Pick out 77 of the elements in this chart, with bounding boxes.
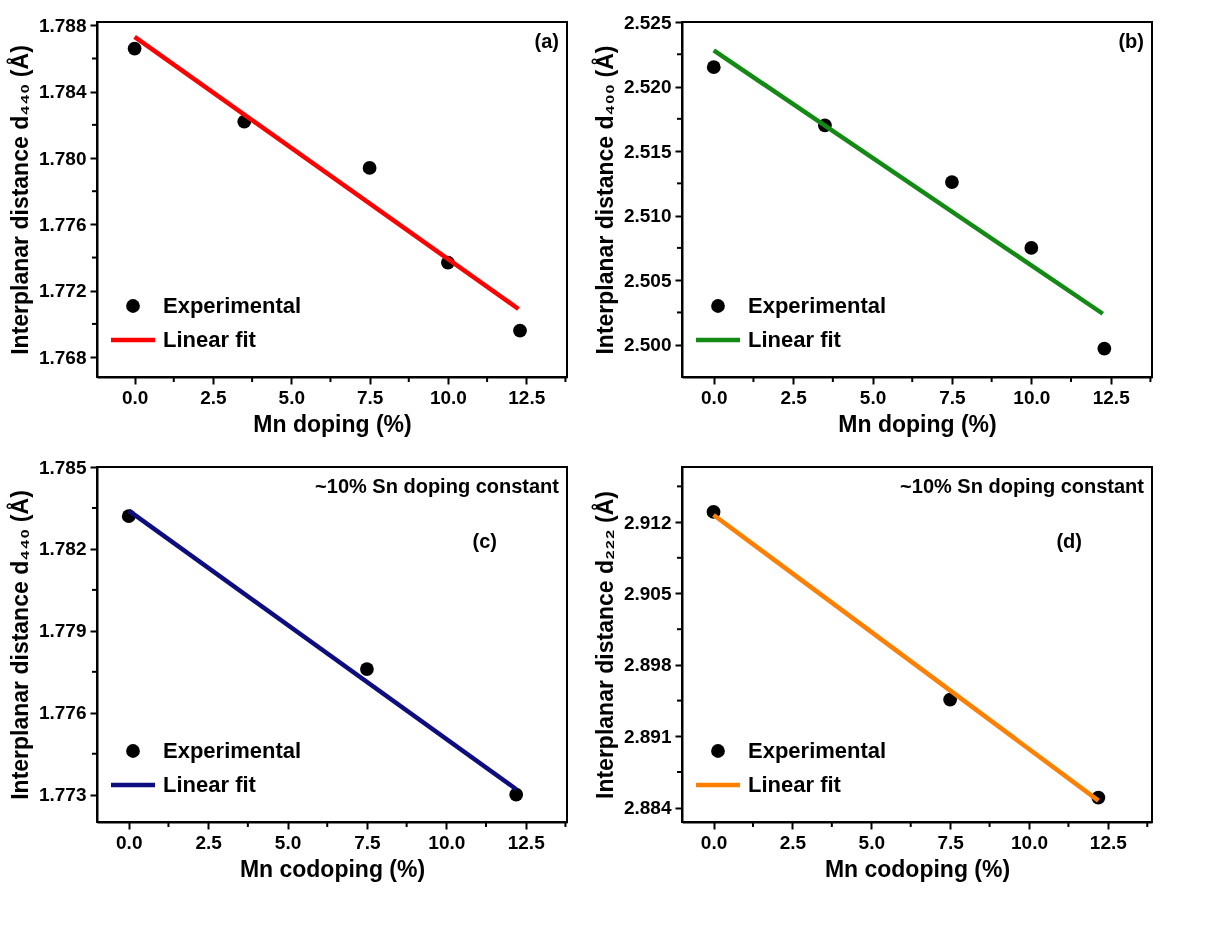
x-axis-title: Mn doping (%) (838, 410, 997, 437)
x-tick-label: 0.0 (700, 831, 728, 853)
x-tick-label: 2.5 (200, 386, 228, 408)
point (127, 41, 142, 56)
x-tick-label: 12.5 (1092, 386, 1131, 408)
legend-label: Experimental (748, 738, 887, 763)
point (509, 787, 524, 802)
y-tick-label: 1.776 (38, 702, 87, 724)
x-tick-label: 0.0 (121, 386, 149, 408)
y-axis-title: Interplanar distance d₂₂₂ (Å) (590, 491, 618, 799)
annotation: (a) (534, 30, 559, 52)
y-tick-label: 2.891 (623, 725, 672, 747)
x-tick-label: 7.5 (937, 831, 965, 853)
y-tick-label: 2.884 (623, 797, 672, 819)
annotation: (c) (472, 530, 497, 552)
x-tick-label: 7.5 (939, 386, 967, 408)
point (360, 662, 374, 676)
x-axis-title: Mn codoping (%) (239, 855, 426, 882)
y-tick-label: 2.898 (623, 654, 672, 676)
y-tick-label: 1.776 (38, 213, 87, 235)
point (1024, 241, 1039, 255)
x-tick-label: 5.0 (859, 386, 887, 408)
y-tick-label: 2.525 (623, 11, 672, 33)
y-tick-label: 2.515 (623, 140, 672, 162)
y-tick-label: 1.788 (38, 14, 87, 36)
point (1097, 341, 1112, 356)
x-tick-label: 5.0 (858, 831, 885, 853)
y-tick-label: 1.779 (38, 620, 87, 642)
y-tick-label: 1.780 (38, 147, 87, 169)
x-tick-label: 10.0 (429, 386, 467, 408)
legend-label: Experimental (163, 293, 302, 318)
y-axis-title: Interplanar distance d₄₀₀ (Å) (590, 45, 618, 355)
y-tick-label: 2.510 (623, 205, 672, 227)
annotation: ~10% Sn doping constant (315, 475, 560, 497)
x-tick-label: 0.0 (116, 831, 143, 853)
y-tick-label: 2.505 (623, 269, 672, 291)
x-tick-label: 2.5 (780, 386, 808, 408)
legend-label: Linear fit (748, 772, 842, 797)
y-axis-title: Interplanar distance d₄₄₀ (Å) (5, 490, 33, 800)
y-tick-label: 1.772 (38, 280, 87, 302)
y-tick-label: 2.905 (623, 582, 672, 604)
legend-label: Linear fit (163, 327, 257, 352)
x-axis-title: Mn doping (%) (253, 410, 412, 437)
y-tick-label: 1.785 (38, 456, 87, 478)
y-tick-label: 1.782 (38, 538, 87, 560)
x-tick-label: 2.5 (779, 831, 807, 853)
x-tick-label: 10.0 (428, 831, 466, 853)
y-tick-label: 2.912 (623, 511, 672, 533)
x-tick-label: 12.5 (507, 831, 546, 853)
point (513, 323, 527, 338)
x-axis-title: Mn codoping (%) (824, 855, 1011, 882)
y-tick-label: 2.500 (623, 334, 672, 356)
point (362, 161, 377, 175)
x-tick-label: 5.0 (274, 831, 302, 853)
x-tick-label: 10.0 (1013, 386, 1051, 408)
y-tick-label: 1.768 (38, 346, 87, 368)
x-tick-label: 12.5 (1089, 831, 1128, 853)
y-tick-label: 1.784 (38, 81, 87, 103)
x-tick-label: 12.5 (508, 386, 546, 408)
x-tick-label: 7.5 (354, 831, 382, 853)
y-axis-title: Interplanar distance d₄₄₀ (Å) (5, 45, 33, 355)
annotation: ~10% Sn doping constant (900, 475, 1145, 497)
annotation: (b) (1118, 30, 1144, 52)
point (706, 60, 721, 75)
legend-label: Experimental (163, 738, 302, 763)
legend-label: Experimental (748, 293, 887, 318)
annotation: (d) (1056, 530, 1082, 552)
point (945, 175, 959, 189)
y-tick-label: 1.773 (38, 784, 87, 806)
legend-label: Linear fit (163, 772, 257, 797)
x-tick-label: 0.0 (701, 386, 728, 408)
legend-label: Linear fit (748, 327, 842, 352)
y-tick-label: 2.520 (623, 76, 672, 98)
x-tick-label: 5.0 (278, 386, 305, 408)
x-tick-label: 10.0 (1010, 831, 1048, 853)
x-tick-label: 2.5 (195, 831, 223, 853)
x-tick-label: 7.5 (356, 386, 384, 408)
